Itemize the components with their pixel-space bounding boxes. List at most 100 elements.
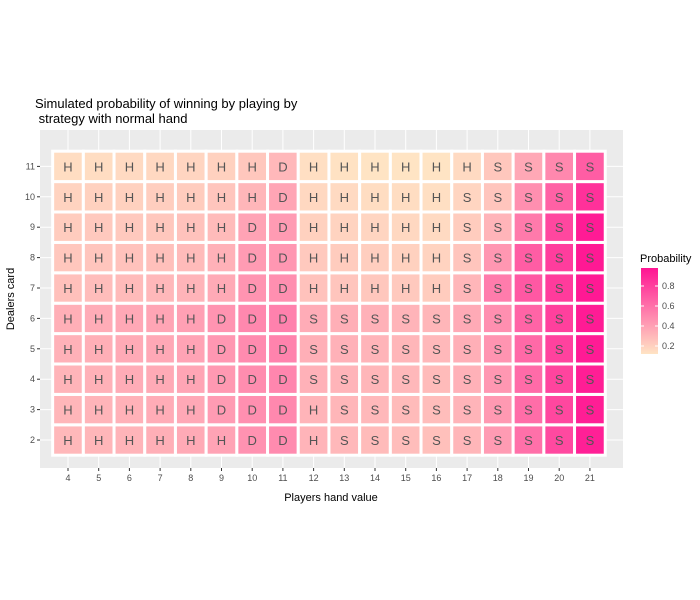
cell-action-label: S [340,403,349,418]
heatmap-cell [296,301,331,336]
y-tick-label: 6 [30,313,35,323]
cell-action-label: H [248,190,257,205]
cell-action-label: D [278,220,287,235]
y-tick-label: 10 [25,192,35,202]
cell-action-label: S [586,372,595,387]
cell-action-label: H [94,403,103,418]
cell-action-label: D [278,190,287,205]
cell-action-label: H [217,251,226,266]
cell-action-label: S [463,433,472,448]
y-tick-label: 4 [30,374,35,384]
cell-action-label: H [125,372,134,387]
cell-action-label: H [63,251,72,266]
cell-action-label: S [586,251,595,266]
cell-action-label: S [493,372,502,387]
heatmap-cells: H H H H H H D D H S S S S S S S S SH H H H H D D D H S S S S S S S S SH H H H… [51,149,607,457]
cell-action-label: H [370,190,379,205]
cell-action-label: S [555,190,564,205]
cell-action-label: S [555,403,564,418]
cell-action-label: H [186,190,195,205]
cell-action-label: S [463,403,472,418]
cell-action-label: H [63,281,72,296]
cell-action-label: H [155,372,164,387]
cell-action-label: D [217,311,226,326]
x-tick-label: 8 [188,473,193,483]
heatmap-cell [542,271,577,305]
heatmap-cell [358,392,392,427]
y-tick-label: 2 [30,435,35,445]
cell-action-label: H [63,311,72,326]
cell-action-label: D [278,311,287,326]
cell-action-label: H [340,281,349,296]
cell-action-label: S [493,311,502,326]
cell-action-label: S [493,159,502,174]
cell-action-label: H [186,159,195,174]
y-tick-label: 5 [30,344,35,354]
cell-action-label: D [248,311,257,326]
x-tick-label: 5 [96,473,101,483]
cell-action-label: H [186,220,195,235]
y-tick-label: 3 [30,405,35,415]
cell-action-label: H [462,159,471,174]
x-tick-label: 4 [65,473,70,483]
cell-action-label: S [524,311,533,326]
cell-action-label: S [586,190,595,205]
cell-action-label: H [217,190,226,205]
cell-action-label: S [493,433,502,448]
heatmap-cell [388,362,423,396]
cell-action-label: D [278,403,287,418]
heatmap-cell [51,271,85,305]
cell-action-label: S [586,220,595,235]
cell-action-label: H [309,433,318,448]
cell-action-label: D [248,281,257,296]
heatmap-cell [419,149,454,184]
cell-action-label: H [63,403,72,418]
cell-action-label: S [493,190,502,205]
cell-action-label: H [217,433,226,448]
heatmap-cell [450,210,484,244]
x-tick-label: 12 [309,473,319,483]
heatmap-cell [419,362,454,396]
x-axis-ticks: 4 5 6 7 8 9 10 11 12 13 14 15 16 17 18 19 20 21 [65,468,595,483]
cell-action-label: S [371,433,380,448]
cell-action-label: H [370,220,379,235]
cell-action-label: H [125,433,134,448]
cell-action-label: H [94,251,103,266]
cell-action-label: S [493,220,502,235]
cell-action-label: S [432,433,441,448]
cell-action-label: S [340,342,349,357]
cell-action-label: H [309,190,318,205]
cell-action-label: H [155,251,164,266]
cell-action-label: D [217,342,226,357]
cell-action-label: D [248,342,257,357]
cell-action-label: H [309,403,318,418]
cell-action-label: D [278,251,287,266]
cell-action-label: D [217,372,226,387]
cell-action-label: S [524,159,533,174]
cell-action-label: S [555,159,564,174]
cell-action-label: H [432,159,441,174]
x-tick-label: 15 [401,473,411,483]
cell-action-label: H [155,342,164,357]
cell-action-label: S [493,251,502,266]
cell-action-label: D [278,372,287,387]
cell-action-label: H [340,159,349,174]
heatmap-cell [419,240,454,275]
cell-action-label: S [463,281,472,296]
cell-action-label: H [186,403,195,418]
cell-action-label: H [401,190,410,205]
cell-action-label: H [370,159,379,174]
cell-action-label: H [432,281,441,296]
x-tick-label: 19 [523,473,533,483]
heatmap-cell [204,240,239,275]
cell-action-label: S [555,342,564,357]
cell-action-label: S [524,251,533,266]
cell-action-label: H [94,342,103,357]
cell-action-label: D [248,372,257,387]
cell-action-label: S [432,311,441,326]
heatmap-cell [511,423,546,457]
cell-action-label: H [94,281,103,296]
cell-action-label: S [309,342,318,357]
cell-action-label: S [555,251,564,266]
